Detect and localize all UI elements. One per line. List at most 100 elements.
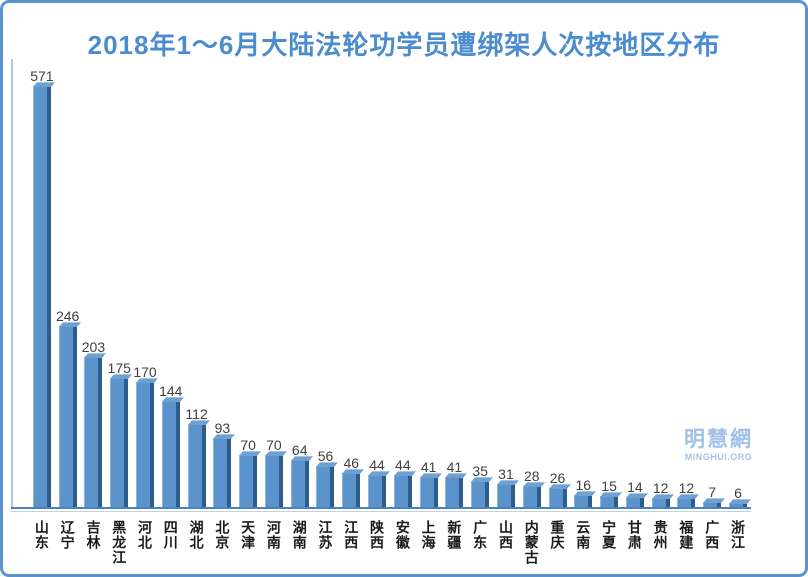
bar (728, 503, 747, 507)
bar (161, 401, 180, 507)
bar-column: 44 陕西 (364, 59, 390, 574)
bar-column: 93 北京 (209, 59, 235, 574)
bar-stack: 28 (522, 59, 541, 507)
bar-column: 203 吉林 (81, 59, 107, 574)
bar-stack: 70 (239, 59, 258, 507)
bar-stack: 26 (548, 59, 567, 507)
bar-column: 170 河北 (132, 59, 158, 574)
value-label: 44 (369, 457, 385, 473)
x-axis-shadow (11, 511, 751, 512)
value-label: 44 (395, 457, 411, 473)
bar (187, 424, 206, 507)
value-label: 7 (708, 484, 717, 500)
bar-stack: 7 (703, 59, 722, 507)
value-label: 571 (30, 68, 54, 84)
bar-stack: 12 (677, 59, 696, 507)
bar-column: 46 江西 (338, 59, 364, 574)
category-label: 贵州 (652, 520, 669, 550)
bar (342, 473, 361, 507)
category-label: 新疆 (446, 520, 463, 550)
bar-stack: 93 (213, 59, 232, 507)
bar (651, 498, 670, 507)
value-label: 16 (575, 477, 592, 493)
category-label: 上海 (420, 520, 437, 550)
bar-stack: 31 (496, 59, 515, 507)
bar (58, 326, 77, 507)
bar (316, 466, 335, 507)
category-label: 北京 (214, 520, 231, 550)
bar (290, 460, 309, 507)
category-label: 云南 (575, 520, 592, 550)
bar (548, 488, 567, 507)
category-label: 天津 (240, 520, 257, 550)
bar (419, 477, 438, 507)
bar-column: 70 河南 (261, 59, 287, 574)
category-label: 山西 (497, 520, 514, 550)
bar (471, 481, 490, 507)
bar-columns: 571 山东 246 辽宁 203 吉林 175 黑龙江 170 河北 144 四川 112 湖北 93 北京… (29, 59, 751, 574)
value-label: 246 (55, 308, 80, 324)
y-axis-line (11, 59, 13, 508)
bar-column: 14 甘肃 (622, 59, 648, 574)
category-label: 浙江 (729, 520, 746, 550)
category-label: 黑龙江 (111, 520, 128, 565)
value-label: 175 (107, 360, 131, 376)
value-label: 144 (159, 383, 183, 399)
bar (393, 475, 412, 507)
bar-stack: 14 (625, 59, 644, 507)
bar-stack: 44 (368, 59, 387, 507)
category-label: 内蒙古 (523, 520, 540, 565)
value-label: 26 (549, 470, 566, 486)
bar-column: 7 广西 (699, 59, 725, 574)
bar-stack: 6 (728, 59, 747, 507)
value-label: 70 (266, 437, 282, 453)
bar-column: 28 内蒙古 (519, 59, 545, 574)
bar-column: 175 黑龙江 (106, 59, 132, 574)
bar-column: 6 浙江 (725, 59, 751, 574)
value-label: 70 (240, 437, 256, 453)
category-label: 河北 (137, 520, 154, 550)
bar-stack: 44 (393, 59, 412, 507)
x-axis-line (11, 507, 751, 509)
bar-stack: 203 (82, 59, 105, 507)
bar (264, 455, 283, 507)
bar-column: 44 安徽 (390, 59, 416, 574)
bar-stack: 64 (290, 59, 309, 507)
value-label: 12 (652, 480, 669, 496)
value-label: 93 (214, 420, 231, 436)
bar-stack: 41 (419, 59, 438, 507)
value-label: 64 (291, 442, 308, 458)
bar-stack: 16 (574, 59, 593, 507)
bar (574, 495, 593, 507)
value-label: 14 (627, 479, 643, 495)
category-label: 湖北 (188, 520, 205, 550)
value-label: 12 (678, 480, 695, 496)
bar-stack: 170 (133, 59, 157, 507)
category-label: 甘肃 (626, 520, 643, 550)
bar-column: 12 福建 (674, 59, 700, 574)
bar-stack: 41 (445, 59, 464, 507)
bar-stack: 144 (159, 59, 182, 507)
category-label: 四川 (162, 520, 179, 550)
bar-column: 41 新疆 (442, 59, 468, 574)
bar-column: 12 贵州 (648, 59, 674, 574)
bar-stack: 15 (600, 59, 619, 507)
value-label: 15 (601, 478, 617, 494)
value-label: 31 (498, 466, 514, 482)
value-label: 28 (523, 468, 540, 484)
category-label: 江西 (343, 520, 360, 550)
bar-column: 16 云南 (570, 59, 596, 574)
bar (368, 475, 387, 507)
bar-column: 64 湖南 (287, 59, 313, 574)
bar (84, 357, 103, 507)
bar (32, 86, 51, 507)
category-label: 宁夏 (601, 520, 618, 550)
bar (522, 486, 541, 507)
value-label: 41 (420, 459, 437, 475)
bar-column: 15 宁夏 (596, 59, 622, 574)
category-label: 辽宁 (59, 520, 76, 550)
bar-stack: 112 (185, 59, 208, 507)
category-label: 广西 (704, 520, 721, 550)
bar-column: 571 山东 (29, 59, 55, 574)
